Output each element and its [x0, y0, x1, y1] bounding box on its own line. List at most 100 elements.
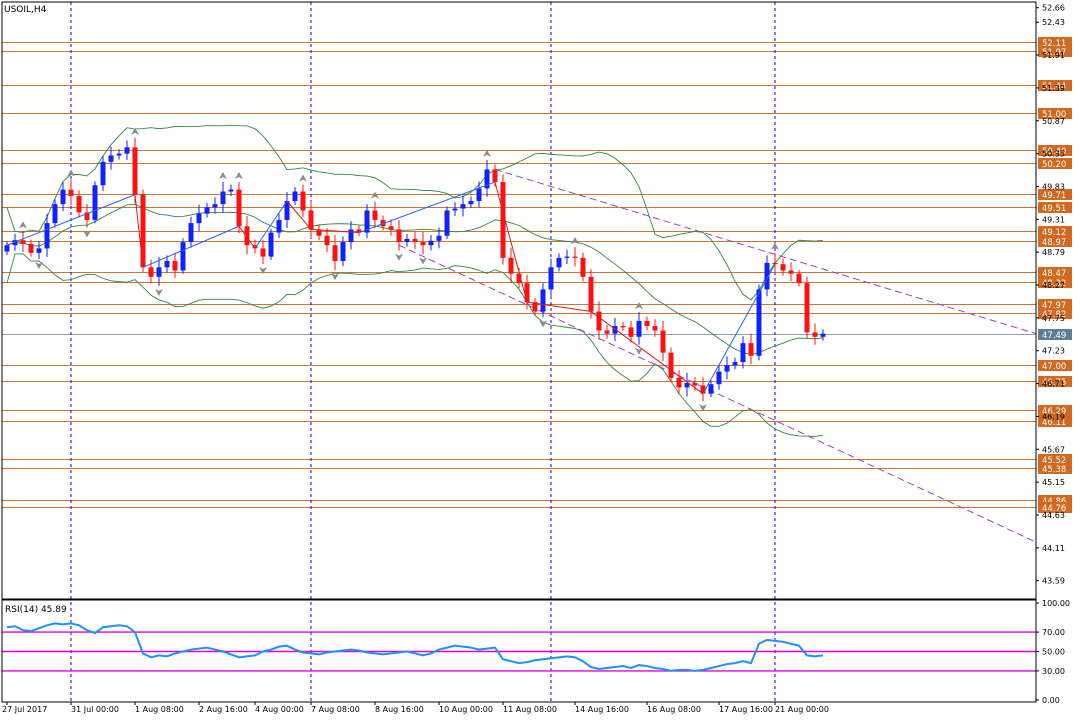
- candle-body: [628, 327, 634, 337]
- price-tick-label: 47.23: [1042, 347, 1065, 356]
- candle-body: [212, 204, 218, 208]
- candle-body: [820, 333, 826, 337]
- level-tag: [1038, 502, 1072, 513]
- price-tick-label: 45.15: [1042, 478, 1065, 487]
- level-tag-label: 49.12: [1042, 228, 1066, 238]
- candle-body: [244, 226, 250, 246]
- current-price-label: 47.49: [1042, 331, 1066, 341]
- fractal-up-marker: [219, 172, 227, 180]
- candle-body: [732, 362, 738, 366]
- candle-body: [484, 169, 490, 189]
- price-tick-label: 52.66: [1042, 4, 1065, 13]
- fractal-up-marker: [299, 174, 307, 182]
- candle-body: [260, 248, 266, 257]
- candle-body: [44, 223, 50, 249]
- level-tag: [1038, 108, 1072, 119]
- candle-body: [796, 273, 802, 284]
- price-tick-label: 47.75: [1042, 314, 1065, 323]
- candle-body: [812, 332, 818, 337]
- candle-body: [4, 245, 10, 252]
- level-tag-label: 51.44: [1042, 82, 1066, 92]
- time-tick-label: 21 Aug 00:00: [775, 705, 829, 714]
- level-tag-label: 46.29: [1042, 407, 1066, 417]
- day-separators: [70, 2, 776, 702]
- candle-body: [156, 267, 162, 277]
- candle-body: [132, 147, 138, 195]
- fractal-down-marker: [331, 273, 339, 281]
- candle-body: [164, 261, 170, 268]
- level-tag-label: 48.32: [1042, 279, 1066, 289]
- level-tag: [1038, 463, 1072, 474]
- candle-body: [332, 245, 338, 262]
- candle-body: [716, 371, 722, 385]
- zigzag-segment: [494, 181, 528, 303]
- level-tag: [1038, 236, 1072, 247]
- zigzag-segment: [526, 301, 592, 313]
- candle-body: [620, 326, 626, 328]
- level-tag-label: 45.52: [1042, 456, 1066, 466]
- price-tick-label: 43.59: [1042, 577, 1065, 586]
- time-tick-label: 14 Aug 16:00: [575, 705, 629, 714]
- zigzag-segment: [590, 311, 704, 395]
- candle-body: [740, 343, 746, 363]
- time-tick-label: 8 Aug 16:00: [375, 705, 424, 714]
- fractal-down-marker: [539, 320, 547, 328]
- level-tag-label: 50.40: [1042, 147, 1066, 157]
- price-tick-label: 50.87: [1042, 117, 1065, 126]
- fractal-up-marker: [67, 169, 75, 177]
- candle-body: [692, 382, 698, 386]
- candle-body: [588, 276, 594, 312]
- candle-body: [580, 257, 586, 277]
- fractal-up-marker: [19, 221, 27, 229]
- price-tick-label: 45.67: [1042, 445, 1065, 454]
- candle-body: [444, 210, 450, 236]
- time-tick-label: 2 Aug 16:00: [199, 705, 248, 714]
- level-tag: [1038, 308, 1072, 319]
- level-tag: [1038, 299, 1072, 310]
- fractal-down-marker: [35, 262, 43, 270]
- candle-body: [436, 235, 442, 241]
- candle-body: [252, 245, 258, 249]
- candle-body: [84, 212, 90, 220]
- level-tag: [1038, 277, 1072, 288]
- bb-upper: [6, 124, 824, 301]
- candle-body: [76, 195, 82, 213]
- time-tick-label: 4 Aug 00:00: [255, 705, 304, 714]
- candle-body: [372, 210, 378, 220]
- candle-body: [548, 267, 554, 290]
- candle-body: [524, 283, 530, 303]
- candle-body: [124, 147, 130, 154]
- time-tick-label: 27 Jul 2017: [2, 705, 47, 714]
- time-tick-label: 31 Jul 00:00: [71, 705, 119, 714]
- price-tick-label: 46.71: [1042, 380, 1065, 389]
- level-tag-label: 52.11: [1042, 39, 1066, 49]
- zigzag-indicator: [6, 181, 776, 395]
- candle-body: [196, 213, 202, 224]
- level-tag-label: 49.71: [1042, 191, 1066, 201]
- candle-body: [148, 267, 154, 277]
- candle-body: [468, 201, 474, 205]
- candle-body: [788, 270, 794, 274]
- candle-body: [396, 229, 402, 243]
- level-tag-label: 50.20: [1042, 160, 1066, 170]
- candle-body: [308, 210, 314, 230]
- zigzag-segment: [310, 228, 360, 234]
- zigzag-segment: [254, 200, 288, 249]
- candle-body: [772, 262, 778, 265]
- candle-body: [52, 204, 58, 224]
- price-tick-label: 49.31: [1042, 215, 1065, 224]
- candles: [4, 137, 826, 402]
- time-tick-label: 16 Aug 08:00: [647, 705, 701, 714]
- level-tag: [1038, 145, 1072, 156]
- candle-body: [684, 382, 690, 388]
- time-tick-label: 1 Aug 08:00: [135, 705, 184, 714]
- candle-body: [540, 289, 546, 312]
- candle-body: [428, 240, 434, 246]
- fractal-up-marker: [571, 237, 579, 245]
- candle-body: [420, 242, 426, 246]
- candle-body: [356, 229, 362, 233]
- trend-channel: [398, 168, 1037, 543]
- level-tag-label: 47.97: [1042, 301, 1066, 311]
